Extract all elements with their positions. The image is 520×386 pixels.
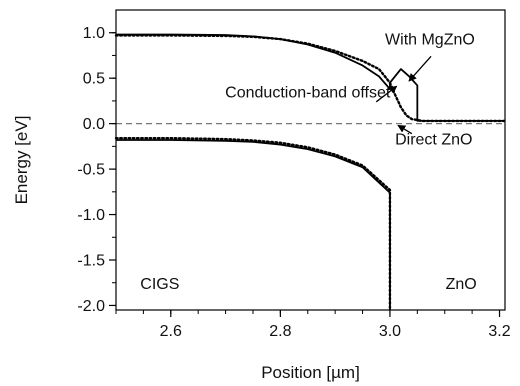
annotation-label: With MgZnO [385, 32, 475, 49]
y-tick-label: -1.0 [77, 207, 105, 224]
x-tick-label: 3.0 [379, 323, 401, 340]
annotation-label: ZnO [446, 276, 477, 293]
annotation-arrow [397, 124, 413, 135]
y-tick-label: -1.5 [77, 253, 105, 270]
x-tick-label: 2.8 [269, 323, 291, 340]
series-line-3 [116, 139, 391, 310]
plot-frame [115, 9, 506, 311]
y-tick-label: 0.5 [83, 71, 105, 88]
annotation-arrow [375, 85, 398, 103]
y-tick-label: -2.0 [77, 298, 105, 315]
y-tick-label: 1.0 [83, 25, 105, 42]
series-layer [114, 33, 507, 312]
annotations: With MgZnO Conduction-band offset Direct Z… [140, 32, 476, 294]
annotation-arrow [408, 55, 432, 82]
axes: 1.0 0.5 0.0 -0.5 -1.0 -1.5 -2.0 2.6 2.8 3.0 3.2 [77, 25, 510, 340]
y-tick-label: 0.0 [83, 116, 105, 133]
annotation-label: Direct ZnO [395, 132, 472, 149]
annotation-label: CIGS [140, 276, 179, 293]
x-axis-label: Position [µm] [261, 363, 360, 382]
x-tick-label: 3.2 [488, 323, 510, 340]
series-line-4 [114, 136, 392, 312]
x-tick-label: 2.6 [160, 323, 182, 340]
annotation-label: Conduction-band offset [225, 84, 391, 101]
series-line-2 [114, 34, 507, 123]
y-tick-label: -0.5 [77, 162, 105, 179]
y-axis-label: Energy [eV] [12, 116, 31, 205]
